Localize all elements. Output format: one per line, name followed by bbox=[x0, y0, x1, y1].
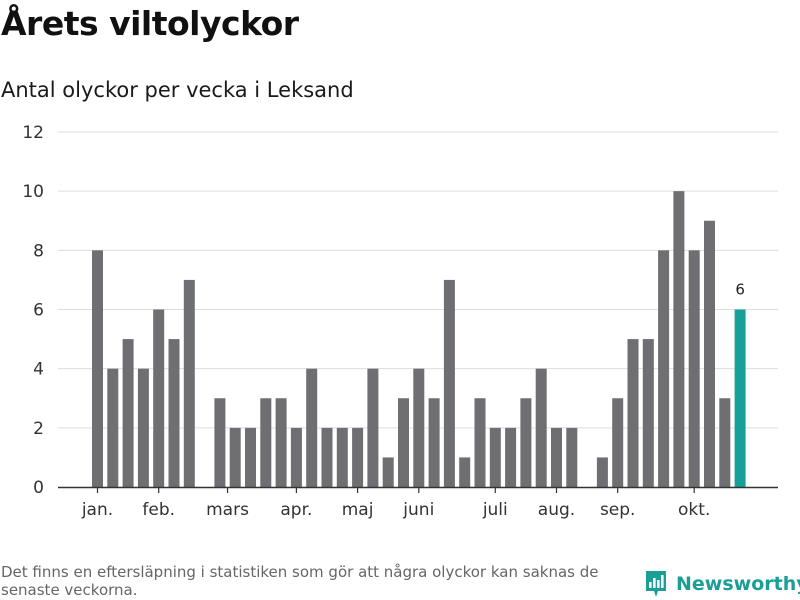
y-tick-label-10: 10 bbox=[22, 182, 44, 202]
bar-week-22 bbox=[413, 368, 425, 487]
bar-week-17 bbox=[336, 427, 348, 487]
bar-week-27 bbox=[489, 427, 501, 487]
bar-week-19 bbox=[367, 368, 379, 487]
x-tick-label-maj: maj bbox=[342, 500, 374, 520]
bar-week-25 bbox=[459, 457, 471, 487]
bar-week-31 bbox=[551, 427, 562, 487]
bar-week-43 bbox=[734, 309, 746, 487]
y-tick-label-8: 8 bbox=[33, 241, 44, 261]
bar-week-7 bbox=[183, 279, 195, 487]
y-tick-label-12: 12 bbox=[22, 123, 44, 143]
x-axis: jan. feb. mars apr. maj juni juli aug. sep. okt. bbox=[58, 486, 778, 520]
x-tick-label-aug: aug. bbox=[538, 500, 575, 520]
footnote: Det finns en eftersläpning i statistiken… bbox=[1, 563, 599, 599]
bar-week-15 bbox=[306, 368, 318, 487]
bars bbox=[92, 191, 746, 487]
x-tick-label-jan: jan. bbox=[81, 500, 113, 520]
y-tick-label-2: 2 bbox=[33, 419, 44, 439]
bar-week-6 bbox=[168, 339, 180, 487]
y-tick-label-4: 4 bbox=[33, 360, 44, 380]
bar-week-26 bbox=[474, 398, 486, 487]
data-label-highlight: 6 bbox=[735, 281, 745, 299]
x-tick-label-juli: juli bbox=[482, 500, 508, 520]
bar-week-29 bbox=[520, 398, 532, 487]
bar-week-42 bbox=[719, 398, 731, 487]
x-tick-label-okt: okt. bbox=[678, 500, 710, 520]
brand-name: Newsworthy bbox=[676, 573, 800, 595]
y-tick-label-0: 0 bbox=[33, 478, 44, 498]
bar-week-2 bbox=[107, 368, 119, 487]
chart-title: Årets viltolyckor bbox=[1, 4, 299, 43]
x-tick-label-feb: feb. bbox=[142, 500, 175, 520]
x-tick-label-juni: juni bbox=[402, 500, 434, 520]
bar-week-11 bbox=[245, 427, 256, 487]
bar-chart: 0 2 4 6 8 10 12 jan. feb. mars apr. maj juni juli aug… bbox=[22, 123, 778, 520]
bar-week-38 bbox=[658, 250, 670, 487]
bar-week-37 bbox=[642, 339, 654, 487]
bar-week-24 bbox=[443, 279, 455, 487]
brand-logo: Newsworthy bbox=[644, 569, 800, 599]
y-tick-label-6: 6 bbox=[33, 301, 44, 321]
bar-week-13 bbox=[275, 398, 287, 487]
bar-week-1 bbox=[92, 250, 103, 487]
bar-week-9 bbox=[214, 398, 226, 487]
bar-week-4 bbox=[137, 368, 149, 487]
bar-week-16 bbox=[321, 427, 333, 487]
bar-week-39 bbox=[673, 191, 685, 487]
bar-week-35 bbox=[612, 398, 624, 487]
y-axis: 0 2 4 6 8 10 12 bbox=[22, 123, 44, 498]
bar-week-40 bbox=[688, 250, 700, 487]
x-tick-label-apr: apr. bbox=[280, 500, 312, 520]
bar-week-21 bbox=[398, 398, 409, 487]
bar-week-10 bbox=[229, 427, 241, 487]
bar-week-23 bbox=[428, 398, 440, 487]
data-labels: 6 bbox=[735, 281, 745, 299]
bar-week-30 bbox=[535, 368, 547, 487]
bar-week-34 bbox=[596, 457, 608, 487]
bar-week-36 bbox=[627, 339, 639, 487]
bar-week-18 bbox=[352, 427, 364, 487]
bar-week-3 bbox=[122, 339, 134, 487]
bar-week-14 bbox=[290, 427, 302, 487]
chart-subtitle: Antal olyckor per vecka i Leksand bbox=[1, 78, 354, 102]
newsworthy-logo-icon bbox=[646, 571, 666, 597]
x-tick-label-sep: sep. bbox=[600, 500, 636, 520]
bar-week-12 bbox=[260, 398, 272, 487]
bar-week-32 bbox=[566, 427, 578, 487]
x-tick-label-mars: mars bbox=[206, 500, 249, 520]
bar-week-5 bbox=[153, 309, 165, 487]
bar-week-28 bbox=[505, 427, 517, 487]
bar-week-41 bbox=[704, 220, 715, 487]
bar-week-20 bbox=[382, 457, 394, 487]
